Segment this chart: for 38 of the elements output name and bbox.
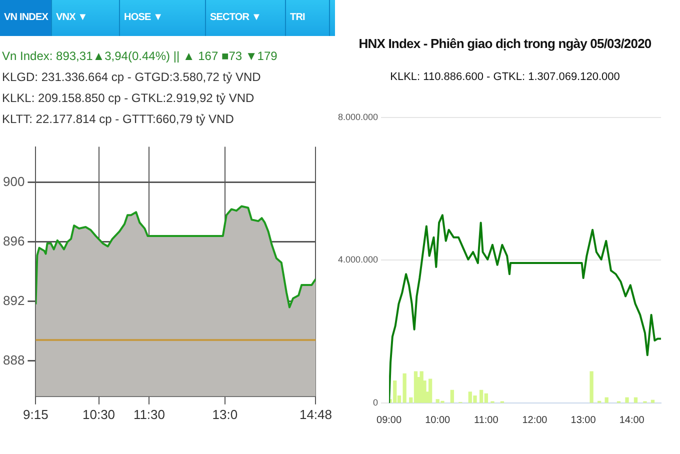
text: Vn Index: 893,31▲3,94(0.44%) || ▲ 167 ■73 ▼179: [2, 48, 278, 65]
text: KLTT: 22.177.814 cp - GTTT:660,79 tỷ VND: [2, 111, 235, 128]
text: VN INDEX: [0, 0, 52, 36]
text: VNX ▼: [52, 0, 120, 36]
x-tick-label: 11:00: [474, 414, 499, 426]
bar: [604, 397, 608, 403]
text: SECTOR ▼: [206, 0, 286, 36]
y-tick-label: 900: [2, 174, 25, 190]
bar: [590, 371, 594, 403]
text: KLKL: 209.158.850 cp - GTKL:2.919,92 tỷ VND: [2, 90, 256, 107]
x-tick-label: 14:48: [299, 406, 332, 422]
x-tick-label: 10:00: [425, 414, 451, 426]
bar: [650, 400, 655, 403]
x-tick-label: 12:00: [522, 414, 548, 426]
bar: [420, 371, 424, 403]
chart-subtitle: KLKL: 110.886.600 - GTKL: 1.307.069.120.000: [389, 71, 621, 83]
y-tick-label: 888: [2, 352, 25, 368]
y-tick-label: 4.000.000: [338, 254, 378, 265]
bar: [625, 397, 629, 403]
x-tick-label: 14:00: [619, 414, 645, 426]
bar: [450, 390, 454, 403]
x-tick-label: 10:30: [82, 406, 116, 422]
text: HOSE ▼: [120, 0, 206, 36]
text: TRI: [286, 0, 330, 36]
bar: [393, 380, 397, 403]
x-tick-label: 11:30: [133, 406, 166, 422]
x-tick-label: 13:00: [570, 414, 596, 426]
text: KLGD: 231.336.664 cp - GTGD:3.580,72 tỷ VND: [2, 69, 262, 86]
y-tick-label: 0: [373, 397, 378, 408]
y-tick-label: 896: [2, 233, 25, 248]
bar: [428, 378, 432, 403]
y-tick-label: 8.000.000: [338, 112, 378, 122]
y-tick-label: 892: [2, 292, 25, 308]
x-tick-label: 09:00: [376, 414, 402, 426]
bar: [634, 397, 638, 403]
x-tick-label: 9:15: [23, 406, 48, 422]
x-tick-label: 13:0: [212, 406, 238, 422]
chart-title: HNX Index - Phiên giao dịch trong ngày 05/03/2020: [358, 36, 652, 51]
